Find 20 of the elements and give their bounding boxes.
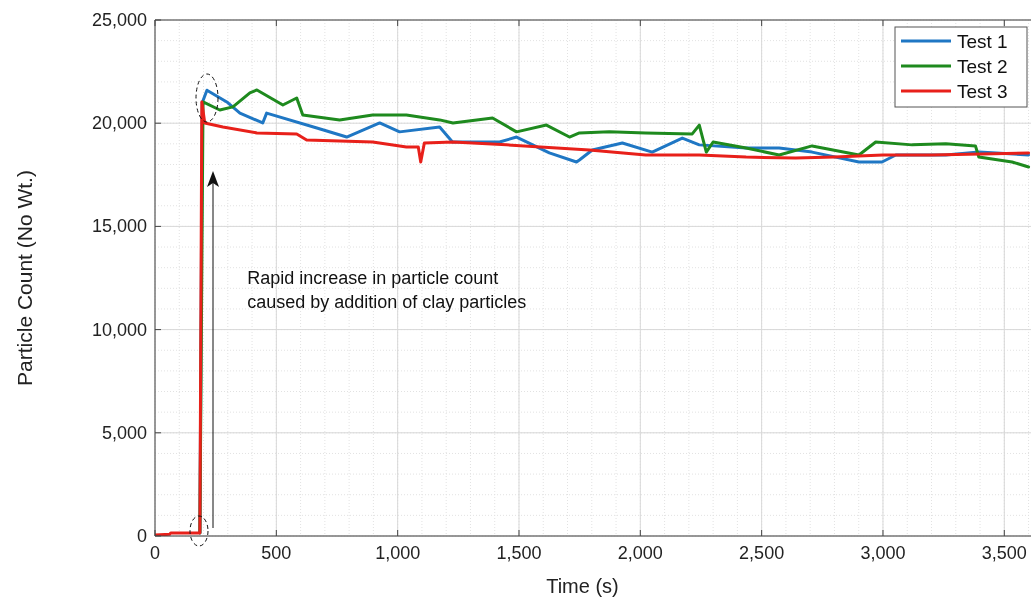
y-tick-label: 20,000 xyxy=(91,113,147,134)
x-tick-label: 3,000 xyxy=(860,543,906,563)
x-tick-label: 500 xyxy=(261,543,292,563)
x-tick-label: 2,000 xyxy=(617,543,663,563)
x-axis-title: Time (s) xyxy=(546,575,619,597)
y-tick-label: 15,000 xyxy=(91,216,147,237)
y-tick-label: 25,000 xyxy=(91,10,147,30)
x-tick-label: 2,500 xyxy=(739,543,785,563)
legend-label: Test 2 xyxy=(957,56,1008,77)
x-tick-label: 3,500 xyxy=(981,543,1027,563)
y-tick-label: 10,000 xyxy=(91,319,147,340)
x-tick-label: 1,000 xyxy=(375,543,421,563)
y-tick-label: 0 xyxy=(136,526,147,546)
annotation: Rapid increase in particle count caused by addition of clay particles xyxy=(247,268,527,313)
y-axis-title: Particle Count (No Wt.) xyxy=(13,170,36,386)
x-tick-label: 1,500 xyxy=(496,543,542,563)
y-tick-label: 5,000 xyxy=(101,422,147,443)
x-tick-label: 0 xyxy=(149,543,161,563)
legend-label: Test 1 xyxy=(957,31,1008,52)
legend-label: Test 3 xyxy=(957,81,1008,102)
